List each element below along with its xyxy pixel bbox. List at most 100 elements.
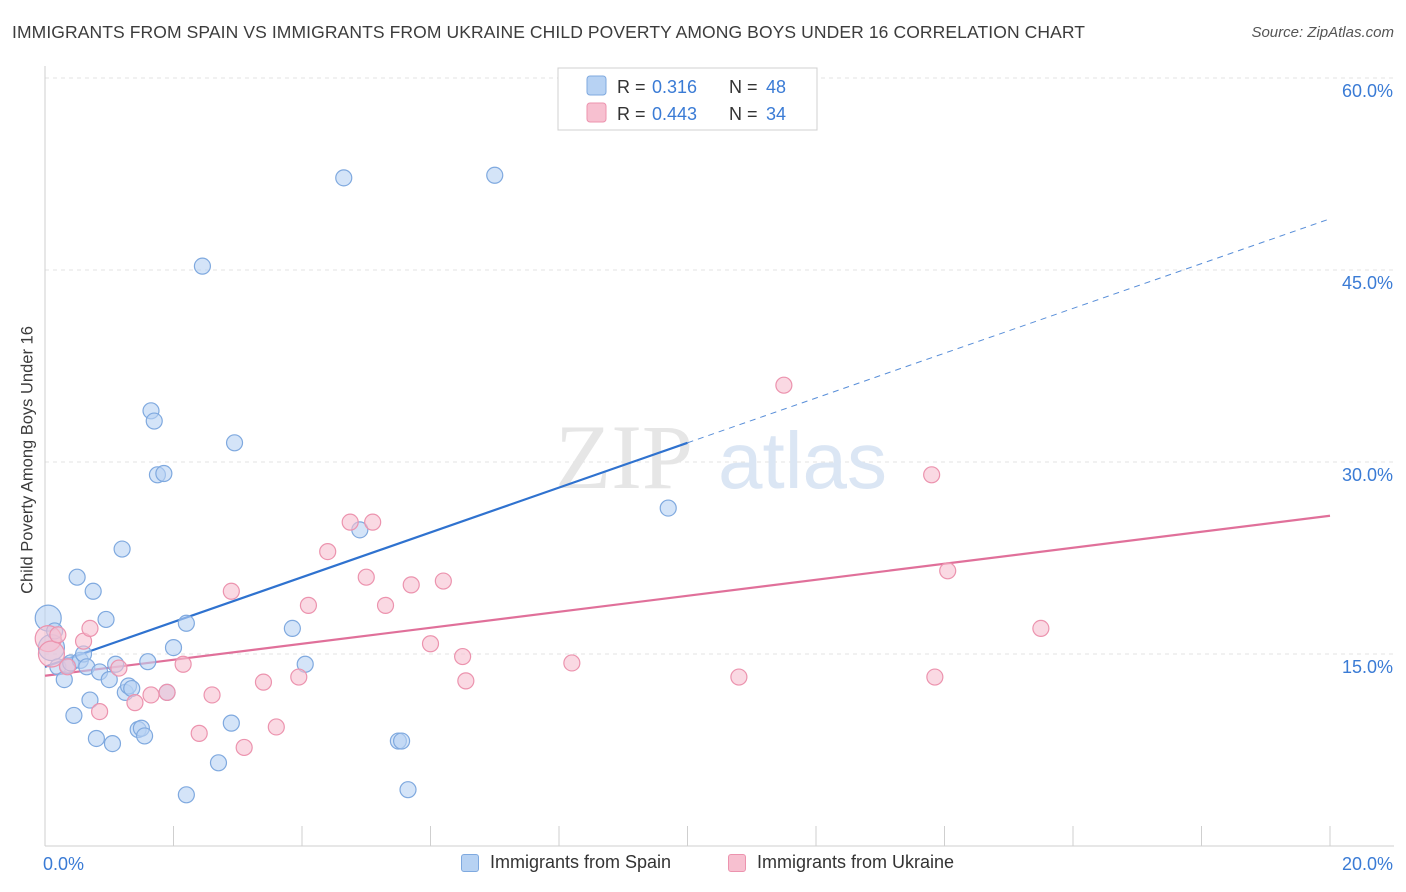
legend-r-value-spain: 0.316 xyxy=(652,77,697,97)
y-tick-label-2: 45.0% xyxy=(1342,273,1393,293)
x-tick-label-1: 20.0% xyxy=(1342,854,1393,874)
bottom-legend-item-ukraine: Immigrants from Ukraine xyxy=(728,852,954,873)
point-ukraine-26 xyxy=(421,635,440,653)
point-spain-42 xyxy=(335,169,353,187)
legend-n-label-ukraine: N = xyxy=(729,104,758,124)
point-ukraine-34 xyxy=(926,668,944,686)
point-ukraine-30 xyxy=(563,654,581,672)
point-spain-14 xyxy=(87,729,106,748)
point-ukraine-29 xyxy=(457,672,475,690)
point-spain-40 xyxy=(283,619,301,638)
point-spain-8 xyxy=(68,568,86,586)
point-ukraine-6 xyxy=(91,702,109,721)
bottom-legend-label-ukraine: Immigrants from Ukraine xyxy=(757,852,955,872)
bottom-legend: Immigrants from Spain Immigrants from Uk… xyxy=(0,852,1406,878)
point-ukraine-1 xyxy=(37,640,66,668)
watermark: ZIP atlas xyxy=(555,406,887,508)
point-ukraine-13 xyxy=(203,686,221,704)
legend-swatch-ukraine xyxy=(586,102,607,123)
data-points xyxy=(34,166,1050,804)
legend-swatch-spain xyxy=(586,75,607,96)
point-spain-39 xyxy=(225,434,244,452)
point-ukraine-23 xyxy=(364,513,382,531)
point-ukraine-14 xyxy=(222,582,240,600)
point-spain-45 xyxy=(392,732,411,750)
point-spain-17 xyxy=(100,670,118,689)
point-ukraine-9 xyxy=(142,686,160,704)
y-tick-label-1: 30.0% xyxy=(1342,465,1393,485)
point-spain-12 xyxy=(81,691,99,709)
legend-n-value-ukraine: 34 xyxy=(766,104,786,124)
legend-r-value-ukraine: 0.443 xyxy=(652,104,697,124)
point-spain-37 xyxy=(209,754,228,772)
point-spain-38 xyxy=(222,714,240,732)
point-spain-31 xyxy=(155,464,173,483)
legend-r-label-ukraine: R = xyxy=(617,104,646,124)
point-ukraine-32 xyxy=(775,376,793,394)
watermark-zip: ZIP xyxy=(555,406,693,508)
point-spain-36 xyxy=(193,257,212,275)
y-tick-label-3: 60.0% xyxy=(1342,81,1393,101)
point-ukraine-33 xyxy=(923,466,941,484)
bottom-legend-label-spain: Immigrants from Spain xyxy=(490,852,672,872)
legend-n-label-spain: N = xyxy=(729,77,758,97)
point-spain-13 xyxy=(84,582,102,600)
point-spain-27 xyxy=(139,653,157,671)
point-spain-7 xyxy=(65,706,83,725)
point-spain-20 xyxy=(113,540,131,558)
source-label: Source: ZipAtlas.com xyxy=(1251,24,1394,41)
point-spain-34 xyxy=(177,614,195,632)
point-ukraine-31 xyxy=(730,668,748,686)
trend-lines xyxy=(44,218,1331,677)
point-spain-23 xyxy=(123,679,141,698)
point-spain-47 xyxy=(486,166,504,184)
point-spain-33 xyxy=(164,638,183,657)
point-ukraine-19 xyxy=(299,596,318,614)
point-ukraine-11 xyxy=(174,655,192,673)
bottom-legend-swatch-ukraine xyxy=(728,853,746,872)
point-ukraine-10 xyxy=(158,683,176,702)
point-ukraine-22 xyxy=(357,568,375,586)
point-ukraine-36 xyxy=(1032,619,1050,638)
legend-r-label-spain: R = xyxy=(617,77,646,97)
trend-line-ukraine xyxy=(44,514,1331,677)
legend: R = 0.316 N = 48 R = 0.443 N = 34 xyxy=(557,67,818,131)
point-spain-26 xyxy=(135,727,154,745)
bottom-legend-item-spain: Immigrants from Spain xyxy=(461,852,671,873)
watermark-atlas: atlas xyxy=(718,416,887,505)
point-ukraine-20 xyxy=(319,542,337,561)
point-ukraine-25 xyxy=(402,576,420,594)
point-ukraine-15 xyxy=(235,738,253,757)
y-tick-label-0: 15.0% xyxy=(1342,657,1393,677)
point-ukraine-12 xyxy=(190,724,208,742)
point-spain-46 xyxy=(399,781,417,799)
point-ukraine-18 xyxy=(290,668,308,686)
point-ukraine-21 xyxy=(341,513,359,531)
axes xyxy=(44,66,1394,847)
trend-line-spain-extension xyxy=(687,218,1331,444)
point-spain-29 xyxy=(145,412,163,430)
point-spain-48 xyxy=(659,499,677,517)
point-ukraine-2 xyxy=(49,626,67,644)
trend-line-spain xyxy=(44,441,688,668)
point-ukraine-8 xyxy=(126,694,144,712)
gridlines xyxy=(45,77,1394,655)
point-spain-35 xyxy=(177,786,195,804)
point-ukraine-35 xyxy=(939,562,957,580)
point-ukraine-28 xyxy=(454,647,472,666)
point-ukraine-17 xyxy=(267,718,285,736)
point-ukraine-5 xyxy=(81,619,99,638)
point-ukraine-3 xyxy=(58,658,77,676)
point-spain-16 xyxy=(97,610,115,629)
legend-n-value-spain: 48 xyxy=(766,77,786,97)
bottom-legend-swatch-spain xyxy=(461,853,479,872)
chart-title: IMMIGRANTS FROM SPAIN VS IMMIGRANTS FROM… xyxy=(12,22,1086,42)
point-ukraine-27 xyxy=(434,572,452,590)
point-ukraine-16 xyxy=(254,673,273,691)
tick-labels: 15.0% 30.0% 45.0% 60.0% 0.0% 20.0% xyxy=(43,81,1393,874)
point-ukraine-24 xyxy=(376,596,395,614)
point-ukraine-7 xyxy=(110,659,128,677)
x-tick-label-0: 0.0% xyxy=(43,854,84,874)
point-spain-18 xyxy=(103,734,122,753)
